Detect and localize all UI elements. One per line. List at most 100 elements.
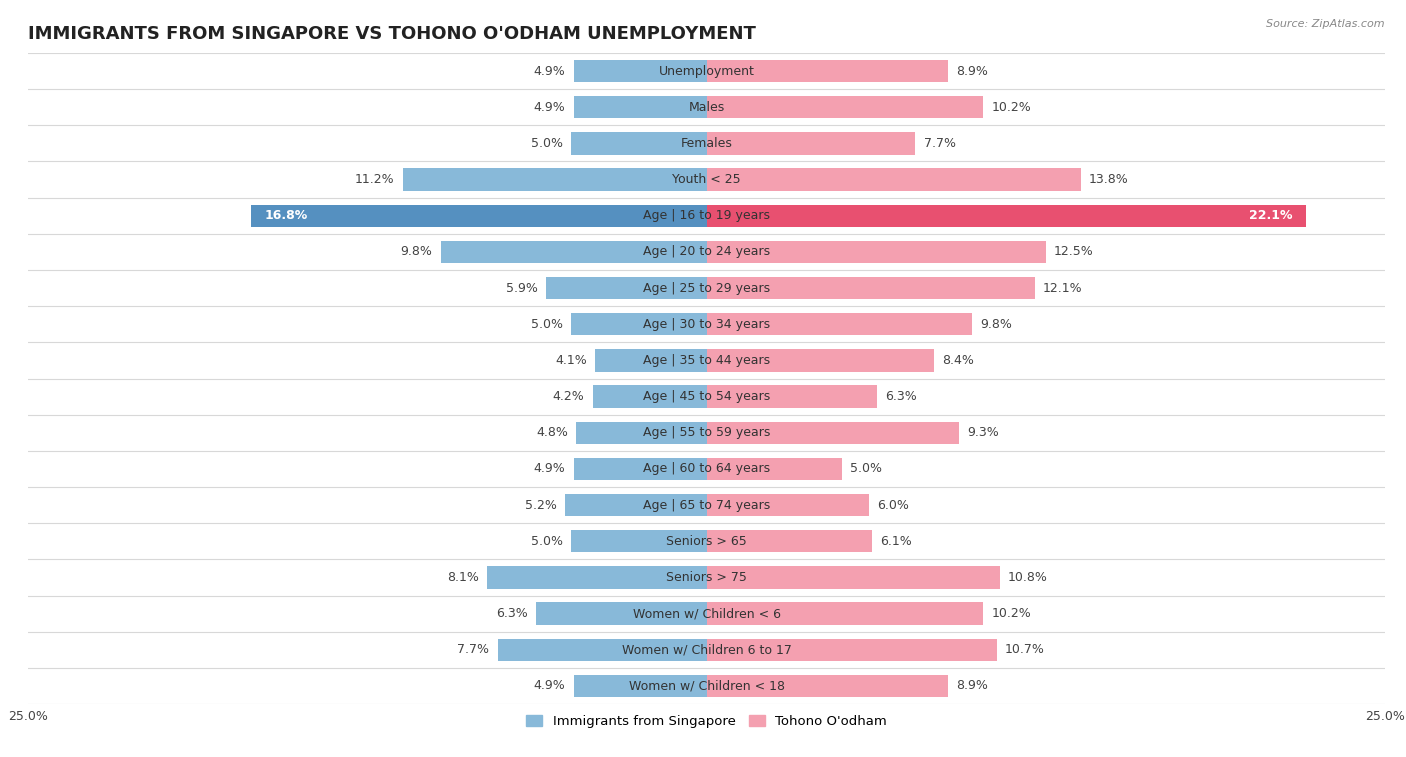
- Bar: [707, 639, 997, 661]
- Bar: [707, 168, 1081, 191]
- Text: 4.9%: 4.9%: [534, 64, 565, 77]
- Bar: [574, 60, 707, 83]
- Text: 10.8%: 10.8%: [1008, 571, 1047, 584]
- Text: 4.1%: 4.1%: [555, 354, 588, 367]
- Text: Youth < 25: Youth < 25: [672, 173, 741, 186]
- Bar: [707, 204, 1306, 227]
- Bar: [707, 603, 983, 625]
- Bar: [28, 53, 1385, 89]
- Bar: [498, 639, 707, 661]
- Text: 11.2%: 11.2%: [354, 173, 395, 186]
- Text: Age | 60 to 64 years: Age | 60 to 64 years: [643, 463, 770, 475]
- Legend: Immigrants from Singapore, Tohono O'odham: Immigrants from Singapore, Tohono O'odha…: [522, 709, 891, 734]
- Bar: [28, 451, 1385, 487]
- Bar: [28, 126, 1385, 161]
- Bar: [440, 241, 707, 263]
- Text: 12.1%: 12.1%: [1043, 282, 1083, 294]
- Bar: [28, 487, 1385, 523]
- Text: 5.0%: 5.0%: [530, 534, 562, 548]
- Text: Age | 25 to 29 years: Age | 25 to 29 years: [643, 282, 770, 294]
- Text: 4.9%: 4.9%: [534, 680, 565, 693]
- Bar: [571, 530, 707, 553]
- Bar: [707, 313, 973, 335]
- Text: 5.0%: 5.0%: [530, 137, 562, 150]
- Text: IMMIGRANTS FROM SINGAPORE VS TOHONO O'ODHAM UNEMPLOYMENT: IMMIGRANTS FROM SINGAPORE VS TOHONO O'OD…: [28, 25, 756, 43]
- Bar: [28, 559, 1385, 596]
- Text: 12.5%: 12.5%: [1054, 245, 1094, 258]
- Bar: [486, 566, 707, 589]
- Text: Women w/ Children 6 to 17: Women w/ Children 6 to 17: [621, 643, 792, 656]
- Text: 4.9%: 4.9%: [534, 101, 565, 114]
- Bar: [28, 596, 1385, 631]
- Bar: [707, 458, 842, 480]
- Bar: [28, 306, 1385, 342]
- Bar: [28, 234, 1385, 270]
- Text: Age | 35 to 44 years: Age | 35 to 44 years: [643, 354, 770, 367]
- Text: Females: Females: [681, 137, 733, 150]
- Bar: [707, 277, 1035, 299]
- Text: 13.8%: 13.8%: [1090, 173, 1129, 186]
- Text: 4.8%: 4.8%: [536, 426, 568, 439]
- Text: Age | 16 to 19 years: Age | 16 to 19 years: [643, 209, 770, 223]
- Bar: [28, 378, 1385, 415]
- Text: Women w/ Children < 6: Women w/ Children < 6: [633, 607, 780, 620]
- Bar: [28, 668, 1385, 704]
- Text: 16.8%: 16.8%: [264, 209, 308, 223]
- Bar: [707, 60, 948, 83]
- Bar: [536, 603, 707, 625]
- Bar: [707, 566, 1000, 589]
- Text: Age | 30 to 34 years: Age | 30 to 34 years: [643, 318, 770, 331]
- Bar: [571, 313, 707, 335]
- Text: 6.0%: 6.0%: [877, 499, 910, 512]
- Text: 6.1%: 6.1%: [880, 534, 912, 548]
- Bar: [707, 132, 915, 154]
- Text: Age | 20 to 24 years: Age | 20 to 24 years: [643, 245, 770, 258]
- Text: 8.4%: 8.4%: [942, 354, 974, 367]
- Bar: [707, 349, 935, 372]
- Bar: [28, 89, 1385, 126]
- Text: Seniors > 65: Seniors > 65: [666, 534, 747, 548]
- Bar: [707, 96, 983, 118]
- Bar: [28, 161, 1385, 198]
- Bar: [547, 277, 707, 299]
- Text: 8.9%: 8.9%: [956, 64, 988, 77]
- Bar: [28, 198, 1385, 234]
- Text: 8.1%: 8.1%: [447, 571, 478, 584]
- Text: 5.2%: 5.2%: [526, 499, 557, 512]
- Bar: [592, 385, 707, 408]
- Bar: [250, 204, 707, 227]
- Bar: [574, 96, 707, 118]
- Text: 7.7%: 7.7%: [924, 137, 956, 150]
- Bar: [28, 342, 1385, 378]
- Text: 10.2%: 10.2%: [991, 101, 1031, 114]
- Text: 6.3%: 6.3%: [886, 390, 917, 403]
- Bar: [707, 422, 959, 444]
- Text: 8.9%: 8.9%: [956, 680, 988, 693]
- Bar: [595, 349, 707, 372]
- Bar: [402, 168, 707, 191]
- Text: 9.3%: 9.3%: [967, 426, 998, 439]
- Bar: [565, 494, 707, 516]
- Text: 5.0%: 5.0%: [851, 463, 883, 475]
- Text: 5.9%: 5.9%: [506, 282, 538, 294]
- Bar: [28, 270, 1385, 306]
- Bar: [28, 523, 1385, 559]
- Text: Age | 45 to 54 years: Age | 45 to 54 years: [643, 390, 770, 403]
- Bar: [28, 415, 1385, 451]
- Bar: [576, 422, 707, 444]
- Text: Source: ZipAtlas.com: Source: ZipAtlas.com: [1267, 19, 1385, 29]
- Text: Age | 65 to 74 years: Age | 65 to 74 years: [643, 499, 770, 512]
- Text: 22.1%: 22.1%: [1249, 209, 1292, 223]
- Text: Age | 55 to 59 years: Age | 55 to 59 years: [643, 426, 770, 439]
- Bar: [707, 494, 869, 516]
- Text: 5.0%: 5.0%: [530, 318, 562, 331]
- Text: 4.2%: 4.2%: [553, 390, 585, 403]
- Bar: [707, 674, 948, 697]
- Text: 7.7%: 7.7%: [457, 643, 489, 656]
- Text: 10.2%: 10.2%: [991, 607, 1031, 620]
- Text: Seniors > 75: Seniors > 75: [666, 571, 747, 584]
- Text: 4.9%: 4.9%: [534, 463, 565, 475]
- Bar: [574, 458, 707, 480]
- Bar: [574, 674, 707, 697]
- Bar: [707, 241, 1046, 263]
